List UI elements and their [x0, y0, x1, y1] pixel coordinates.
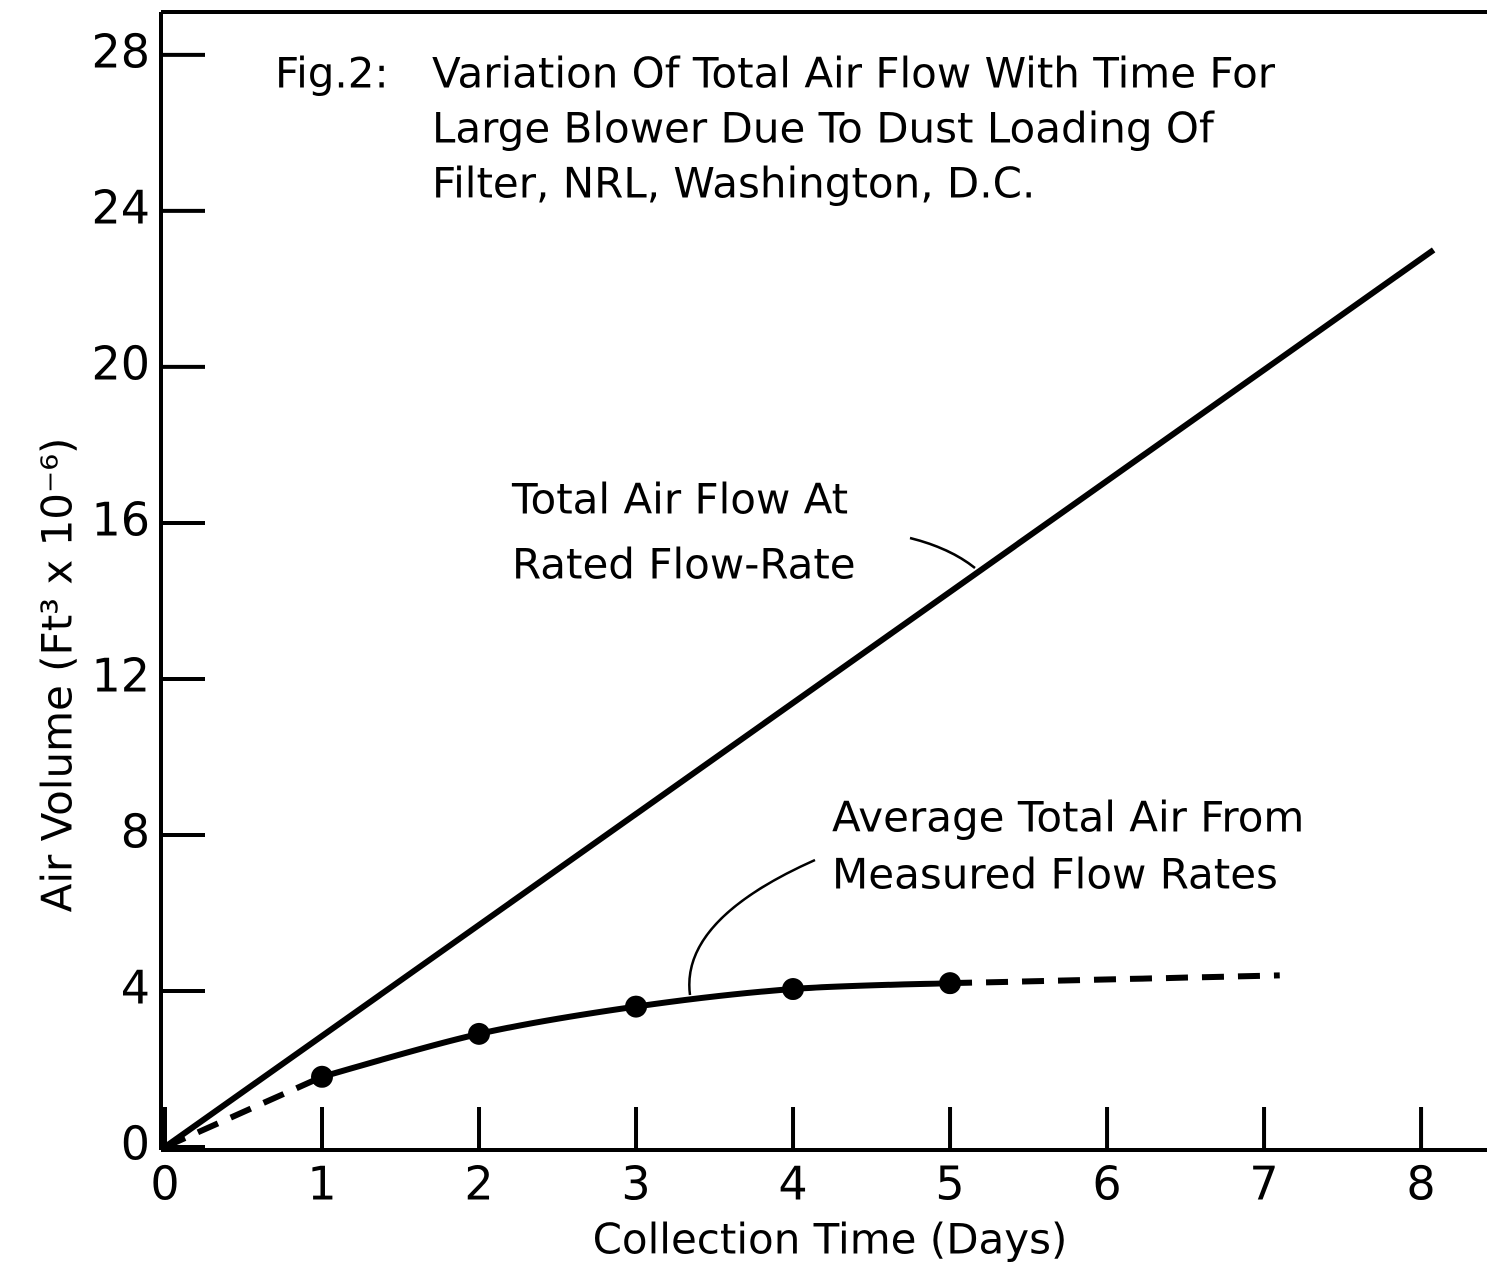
y-tick-label: 28: [91, 24, 150, 78]
y-tick-label: 24: [91, 180, 150, 234]
annotation: Rated Flow-Rate: [512, 540, 856, 589]
y-tick-label: 4: [121, 960, 150, 1014]
x-tick-label: 5: [935, 1157, 964, 1211]
x-tick-label: 2: [464, 1157, 493, 1211]
leader-line: [909, 536, 976, 569]
data-point: [782, 978, 805, 1001]
y-tick-label: 8: [121, 804, 150, 858]
data-point: [311, 1065, 334, 1088]
series-line: [163, 247, 1436, 1150]
annotation: Average Total Air From: [832, 793, 1304, 842]
data-point: [625, 995, 648, 1018]
y-tick-label: 12: [91, 648, 150, 702]
y-tick-label: 0: [121, 1117, 150, 1171]
x-tick-label: 8: [1406, 1157, 1435, 1211]
y-axis-label: Air Volume (Ft³ x 10⁻⁶): [33, 438, 82, 913]
x-tick-label: 0: [150, 1157, 179, 1211]
y-tick-label: 20: [91, 336, 150, 390]
chart-title: Filter, NRL, Washington, D.C.: [432, 159, 1035, 208]
x-tick-label: 1: [307, 1157, 336, 1211]
x-axis-label: Collection Time (Days): [593, 1215, 1068, 1264]
figure-label: Fig.2:: [275, 49, 389, 98]
chart-title: Variation Of Total Air Flow With Time Fo…: [432, 49, 1276, 98]
chart-title: Large Blower Due To Dust Loading Of: [432, 104, 1215, 153]
x-tick-label: 6: [1092, 1157, 1121, 1211]
leader-line: [688, 858, 816, 996]
y-tick-label: 16: [91, 492, 150, 546]
series-line: [949, 972, 1280, 987]
annotation: Measured Flow Rates: [832, 850, 1278, 899]
x-tick-label: 4: [778, 1157, 807, 1211]
x-tick-label: 7: [1249, 1157, 1278, 1211]
series-line: [163, 1074, 324, 1150]
data-point: [468, 1022, 491, 1045]
annotation: Total Air Flow At: [511, 475, 848, 524]
x-tick-label: 3: [621, 1157, 650, 1211]
